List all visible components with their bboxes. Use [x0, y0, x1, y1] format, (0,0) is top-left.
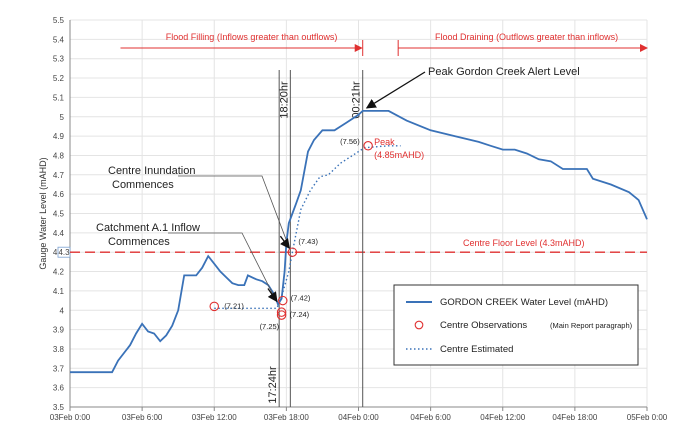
observation-label: (7.56) — [340, 137, 360, 146]
centre-floor-level-label: Centre Floor Level (4.3mAHD) — [463, 238, 585, 248]
observation-marker — [363, 141, 373, 151]
x-tick-label: 03Feb 6:00 — [122, 413, 163, 422]
inundation-label-line2: Commences — [112, 179, 174, 191]
observation-marker — [209, 301, 220, 312]
y-axis-title: Gauge Water Level (mAHD) — [38, 157, 48, 269]
x-tick-label: 04Feb 12:00 — [480, 413, 525, 422]
y-tick-label: 4.7 — [53, 171, 65, 180]
event-line-label: 18:20hr — [278, 81, 290, 119]
x-tick-label: 03Feb 18:00 — [264, 413, 309, 422]
y-tick-label: 3.9 — [53, 326, 65, 335]
legend-marker-label: Centre Observations — [440, 320, 527, 331]
event-line-label: 17:24hr — [267, 366, 279, 404]
peak-value-label: (4.85mAHD) — [374, 150, 424, 160]
x-tick-label: 04Feb 18:00 — [552, 413, 597, 422]
observation-label: (7.43) — [298, 237, 318, 246]
catchment-label-line2: Commences — [108, 236, 170, 248]
y-tick-label: 4 — [60, 306, 65, 315]
series-group — [70, 110, 648, 374]
observation-label: (7.21) — [224, 301, 244, 310]
gordon-creek-level-line — [70, 110, 648, 374]
legend: GORDON CREEK Water Level (mAHD) Centre Ob… — [393, 284, 639, 366]
y-tick-label: 4.9 — [53, 132, 65, 141]
observation-marker — [276, 310, 287, 320]
x-tick-label: 03Feb 0:00 — [50, 413, 91, 422]
observations-group: (7.21) (7.42) (7.24) (7.25) (7.43) (7.56) — [209, 137, 373, 331]
catchment-leader — [168, 232, 277, 301]
y-tick-label: 4.6 — [53, 190, 65, 199]
y-tick-label: 4.2 — [53, 268, 65, 277]
y-marker-label: 4.3 — [58, 248, 70, 257]
y-tick-label: 4.8 — [53, 151, 65, 160]
y-tick-label: 3.7 — [53, 364, 65, 373]
y-tick-label: 3.8 — [53, 345, 65, 354]
catchment-label-line1: Catchment A.1 Inflow — [96, 222, 200, 234]
observation-label: (7.24) — [290, 310, 310, 319]
flood-filling-label: Flood Filling (Inflows greater than outf… — [166, 32, 338, 42]
y-tick-label: 5.4 — [53, 35, 65, 44]
flood-draining-label: Flood Draining (Outflows greater than in… — [435, 32, 618, 42]
axes: 3.5 3.6 3.7 3.8 3.9 4 4.1 4.2 4.3 4.4 4.5 4.6 4.7 4.8… — [38, 16, 668, 422]
observation-marker — [287, 247, 298, 257]
vertical-lines-group: 17:24hr 18:20hr 00:21hr — [267, 70, 364, 407]
legend-box — [393, 284, 639, 366]
y-tick-label: 5.5 — [53, 16, 65, 25]
peak-label: Peak — [374, 137, 395, 147]
catchment-arrow — [267, 288, 278, 303]
x-tick-label: 04Feb 6:00 — [410, 413, 451, 422]
y-tick-label: 4.1 — [53, 287, 65, 296]
x-tick-label: 04Feb 0:00 — [338, 413, 379, 422]
legend-marker-note: (Main Report paragraph) — [550, 321, 633, 330]
event-line-label: 00:21hr — [351, 81, 363, 119]
y-tick-label: 4.5 — [53, 210, 65, 219]
y-tick-label: 5.1 — [53, 93, 65, 102]
observation-label: (7.42) — [291, 294, 311, 303]
peak-alert-arrow — [365, 71, 426, 109]
inundation-label-line1: Centre Inundation — [108, 165, 195, 177]
inundation-arrow — [279, 235, 290, 249]
x-tick-label: 03Feb 12:00 — [192, 413, 237, 422]
legend-line-label: GORDON CREEK Water Level (mAHD) — [440, 297, 608, 308]
y-tick-label: 5.2 — [53, 74, 65, 83]
y-tick-label: 3.6 — [53, 384, 65, 393]
observation-marker — [276, 307, 287, 317]
observation-marker — [278, 295, 288, 306]
reference-line-group: Centre Floor Level (4.3mAHD) — [70, 238, 647, 253]
y-tick-label: 4.4 — [53, 229, 65, 238]
y-tick-label: 5 — [60, 113, 65, 122]
centre-estimated-line — [214, 145, 401, 309]
peak-alert-label: Peak Gordon Creek Alert Level — [428, 66, 580, 78]
legend-marker-swatch — [414, 320, 424, 330]
y-tick-label: 3.5 — [53, 403, 65, 412]
observation-label: (7.25) — [260, 322, 280, 331]
inundation-leader — [178, 175, 290, 249]
x-tick-label: 05Feb 0:00 — [627, 413, 668, 422]
y-tick-label: 5.3 — [53, 55, 65, 64]
legend-dotted-label: Centre Estimated — [440, 344, 513, 355]
grid — [69, 19, 648, 408]
annotations-group: Flood Filling (Inflows greater than outf… — [96, 32, 648, 303]
